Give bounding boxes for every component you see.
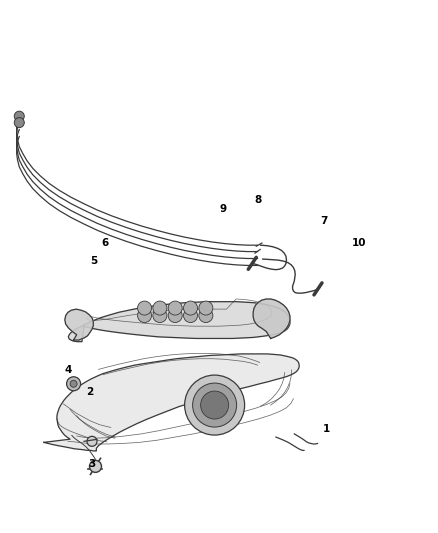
Text: 8: 8: [255, 195, 262, 205]
Text: 10: 10: [352, 238, 367, 247]
Polygon shape: [65, 309, 93, 340]
Circle shape: [153, 309, 167, 322]
Circle shape: [199, 301, 213, 315]
Text: 2: 2: [86, 387, 93, 397]
Circle shape: [168, 309, 182, 322]
Text: 1: 1: [323, 424, 330, 434]
Circle shape: [89, 461, 102, 472]
Circle shape: [184, 309, 198, 322]
Circle shape: [185, 375, 244, 435]
Circle shape: [87, 437, 97, 446]
Text: 6: 6: [102, 238, 109, 247]
Circle shape: [201, 391, 229, 419]
Text: 4: 4: [64, 366, 71, 375]
Text: 3: 3: [88, 459, 95, 469]
Text: 9: 9: [220, 204, 227, 214]
Text: 5: 5: [91, 256, 98, 266]
Text: 7: 7: [321, 216, 328, 226]
Circle shape: [14, 111, 24, 121]
Polygon shape: [44, 354, 299, 451]
Circle shape: [184, 301, 198, 315]
Polygon shape: [253, 299, 290, 338]
Circle shape: [14, 118, 24, 127]
Polygon shape: [68, 302, 290, 342]
Circle shape: [168, 301, 182, 315]
Circle shape: [199, 309, 213, 322]
Circle shape: [138, 309, 152, 322]
Circle shape: [70, 380, 77, 387]
Circle shape: [153, 301, 167, 315]
Circle shape: [193, 383, 237, 427]
Circle shape: [67, 377, 81, 391]
Circle shape: [138, 301, 152, 315]
